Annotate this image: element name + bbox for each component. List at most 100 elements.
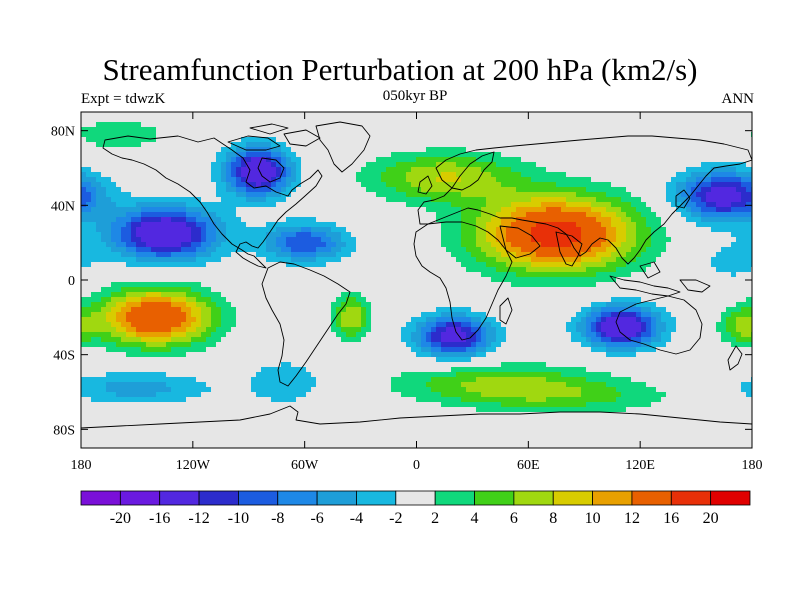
contour-cell: [216, 192, 222, 198]
contour-cell: [746, 212, 752, 218]
contour-cell: [701, 222, 707, 228]
contour-cell: [176, 222, 182, 228]
contour-cell: [381, 232, 387, 238]
contour-cell: [331, 262, 337, 268]
contour-cell: [306, 222, 312, 228]
contour-cell: [356, 262, 362, 268]
contour-cell: [296, 287, 302, 293]
contour-cell: [351, 172, 357, 178]
contour-cell: [156, 147, 162, 153]
contour-cell: [696, 282, 702, 288]
contour-cell: [331, 117, 337, 123]
contour-cell: [601, 262, 607, 268]
contour-cell: [701, 167, 707, 173]
contour-cell: [211, 182, 217, 188]
contour-cell: [196, 167, 202, 173]
contour-cell: [576, 272, 582, 278]
contour-cell: [191, 237, 197, 243]
contour-cell: [521, 227, 527, 233]
contour-cell: [471, 257, 477, 263]
contour-cell: [421, 197, 427, 203]
contour-cell: [371, 137, 377, 143]
contour-cell: [661, 202, 667, 208]
contour-cell: [566, 287, 572, 293]
contour-cell: [136, 142, 142, 148]
contour-cell: [371, 277, 377, 283]
contour-cell: [121, 287, 127, 293]
contour-cell: [126, 162, 132, 168]
contour-cell: [556, 217, 562, 223]
contour-cell: [186, 227, 192, 233]
contour-cell: [86, 272, 92, 278]
contour-cell: [406, 237, 412, 243]
contour-cell: [256, 272, 262, 278]
contour-cell: [136, 157, 142, 163]
contour-cell: [741, 242, 747, 248]
contour-cell: [661, 252, 667, 258]
contour-cell: [746, 247, 752, 253]
contour-cell: [196, 182, 202, 188]
contour-cell: [251, 252, 257, 258]
contour-cell: [476, 187, 482, 193]
contour-cell: [666, 117, 672, 123]
contour-cell: [451, 252, 457, 258]
contour-cell: [576, 227, 582, 233]
contour-cell: [171, 122, 177, 128]
contour-cell: [576, 257, 582, 263]
contour-cell: [146, 182, 152, 188]
contour-cell: [101, 197, 107, 203]
contour-cell: [711, 232, 717, 238]
contour-cell: [181, 237, 187, 243]
contour-cell: [216, 167, 222, 173]
contour-cell: [596, 127, 602, 133]
contour-cell: [661, 277, 667, 283]
contour-cell: [436, 112, 442, 118]
contour-cell: [351, 117, 357, 123]
contour-cell: [611, 287, 617, 293]
contour-cell: [391, 132, 397, 138]
contour-cell: [481, 172, 487, 178]
contour-cell: [131, 182, 137, 188]
contour-cell: [261, 197, 267, 203]
contour-cell: [246, 242, 252, 248]
contour-cell: [251, 292, 257, 298]
contour-cell: [701, 142, 707, 148]
contour-cell: [616, 277, 622, 283]
contour-cell: [486, 127, 492, 133]
contour-cell: [496, 192, 502, 198]
contour-cell: [281, 257, 287, 263]
contour-cell: [251, 122, 257, 128]
contour-cell: [321, 252, 327, 258]
contour-cell: [261, 227, 267, 233]
contour-cell: [671, 227, 677, 233]
contour-cell: [651, 207, 657, 213]
contour-cell: [366, 112, 372, 118]
contour-cell: [276, 132, 282, 138]
contour-cell: [546, 227, 552, 233]
contour-cell: [376, 267, 382, 273]
contour-cell: [436, 167, 442, 173]
contour-cell: [276, 182, 282, 188]
contour-cell: [411, 167, 417, 173]
contour-cell: [626, 292, 632, 298]
contour-cell: [126, 177, 132, 183]
contour-cell: [386, 167, 392, 173]
contour-cell: [301, 172, 307, 178]
contour-cell: [431, 182, 437, 188]
contour-cell: [116, 117, 122, 123]
contour-cell: [566, 202, 572, 208]
contour-cell: [621, 217, 627, 223]
contour-cell: [696, 172, 702, 178]
contour-cell: [276, 167, 282, 173]
contour-cell: [646, 267, 652, 273]
contour-cell: [536, 277, 542, 283]
contour-cell: [466, 187, 472, 193]
contour-cell: [386, 227, 392, 233]
contour-cell: [591, 252, 597, 258]
contour-cell: [246, 112, 252, 118]
contour-cell: [291, 152, 297, 158]
contour-cell: [306, 282, 312, 288]
contour-cell: [311, 192, 317, 198]
contour-cell: [291, 282, 297, 288]
contour-field: [81, 112, 752, 448]
